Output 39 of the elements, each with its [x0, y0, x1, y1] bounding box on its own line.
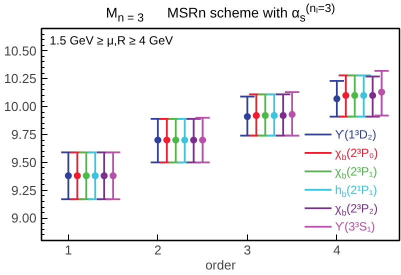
point [163, 136, 170, 144]
point [110, 172, 117, 180]
legend-label: ϒ(3³S₁) [335, 220, 376, 234]
point [181, 136, 188, 144]
legend-label: ϒ(1³D₂) [335, 128, 376, 142]
point [333, 95, 340, 102]
annotation: 1.5 GeV ≥ μ,R ≥ 4 GeV [50, 33, 174, 48]
point [262, 112, 269, 120]
point [360, 92, 368, 99]
point [64, 172, 72, 180]
point [280, 112, 287, 120]
x-tick-label: 1 [64, 242, 72, 258]
point [378, 88, 386, 96]
x-tick-label: 3 [244, 242, 251, 258]
y-tick-label: 10.25 [4, 71, 37, 86]
y-tick-label: 9.25 [11, 182, 37, 198]
point [100, 172, 108, 180]
x-axis-title: order [205, 258, 236, 272]
point [270, 112, 278, 120]
point [252, 112, 260, 120]
point [244, 113, 251, 120]
point [172, 136, 180, 144]
point [154, 136, 162, 144]
y-tick-label: 9.00 [11, 210, 37, 226]
point [82, 172, 90, 180]
y-tick-label: 10.50 [4, 43, 37, 58]
point [190, 136, 198, 144]
point [92, 172, 99, 180]
point [342, 92, 350, 99]
y-tick-label: 10.00 [4, 99, 37, 114]
point [369, 92, 376, 99]
point [74, 172, 81, 180]
point [351, 92, 358, 99]
x-tick-label: 4 [333, 242, 340, 258]
y-tick-label: 9.50 [11, 154, 37, 170]
x-tick-label: 2 [154, 242, 162, 258]
point [199, 136, 206, 144]
point [288, 110, 296, 118]
y-tick-label: 9.75 [11, 127, 37, 142]
